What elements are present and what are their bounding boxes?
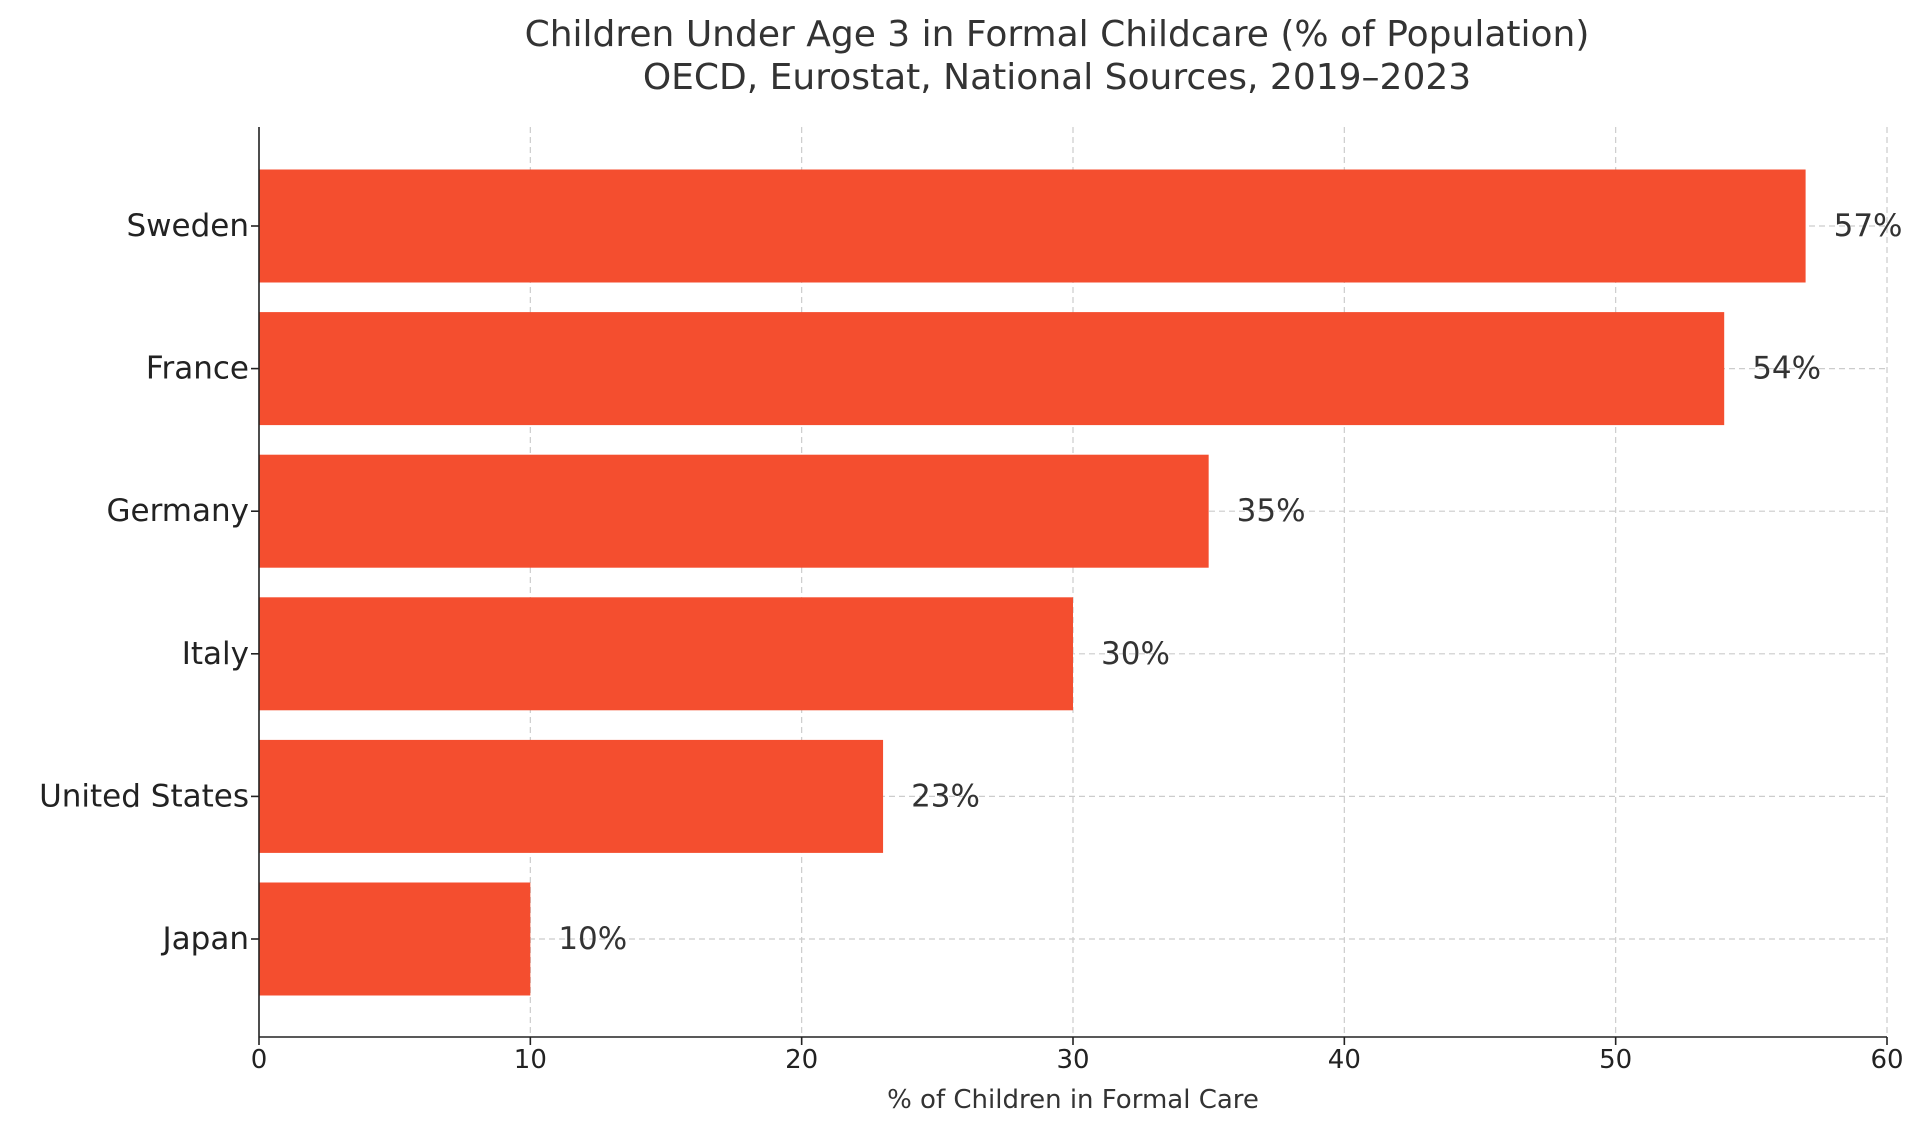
value-label: 54% [1752, 351, 1821, 387]
value-label: 35% [1237, 493, 1306, 529]
x-tick-labels: 0 10 20 30 40 50 60 [251, 1045, 1904, 1075]
bar [259, 882, 531, 996]
value-label: 30% [1101, 636, 1170, 672]
value-label: 10% [558, 921, 627, 957]
value-labels: 57% 54% 35% 30% 23% 10% [558, 208, 1902, 957]
x-tick-label: 40 [1328, 1045, 1361, 1075]
bar [259, 454, 1209, 568]
x-axis-title: % of Children in Formal Care [887, 1085, 1259, 1115]
x-tick-label: 60 [1870, 1045, 1903, 1075]
bars [259, 169, 1806, 996]
x-tick-label: 30 [1056, 1045, 1089, 1075]
category-label: Italy [182, 636, 249, 672]
axes [251, 127, 1888, 1045]
category-label: Germany [107, 493, 249, 529]
bar [259, 312, 1725, 426]
chart-title: Children Under Age 3 in Formal Childcare… [525, 14, 1590, 55]
x-tick-label: 20 [785, 1045, 818, 1075]
x-tick-label: 50 [1599, 1045, 1632, 1075]
category-label: Sweden [126, 208, 249, 244]
x-tick-label: 0 [251, 1045, 268, 1075]
value-label: 57% [1834, 208, 1903, 244]
chart-subtitle: OECD, Eurostat, National Sources, 2019–2… [643, 57, 1471, 98]
category-label: France [146, 351, 249, 387]
bar [259, 169, 1806, 283]
category-labels: Sweden France Germany Italy United States Jap… [39, 208, 249, 957]
category-label: United States [39, 778, 249, 814]
bar [259, 739, 884, 853]
value-label: 23% [911, 778, 980, 814]
category-label: Japan [161, 921, 249, 957]
bar [259, 597, 1073, 711]
x-tick-label: 10 [514, 1045, 547, 1075]
